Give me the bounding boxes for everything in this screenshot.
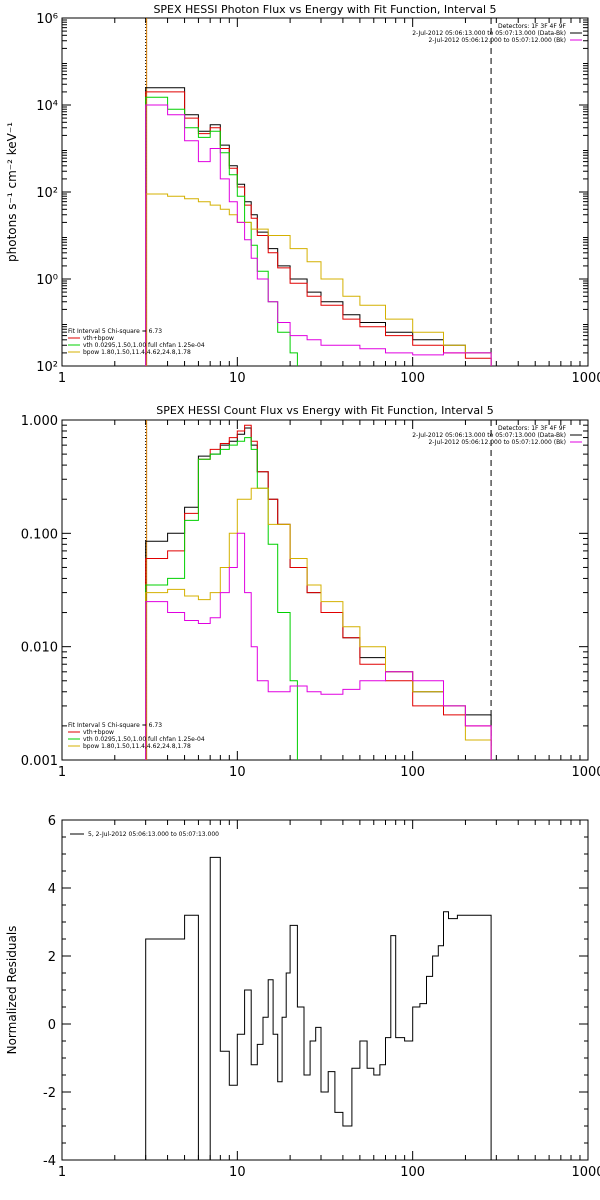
legend-text-right: 2-Jul-2012 05:06:13.000 to 05:07:13.000 … — [412, 432, 566, 439]
x-tick-label: 10 — [229, 1165, 246, 1180]
legend-text-right: 2-Jul-2012 05:06:12.000 to 05:07:12.000 … — [428, 37, 566, 44]
y-tick-label: 1.000 — [21, 414, 58, 429]
legend-text-left: vth+bpow — [83, 335, 114, 342]
y-tick-label: -2 — [43, 1086, 56, 1101]
legend-text-left: Fit Interval 5 Chi-square = 6.73 — [68, 722, 162, 729]
x-tick-label: 100 — [400, 1165, 425, 1180]
y-tick-label: 0.100 — [21, 527, 58, 542]
x-tick-label: 100 — [400, 371, 425, 386]
y-axis-label: Normalized Residuals — [5, 926, 19, 1055]
legend-text-right: Detectors: 1F 3F 4F 9F — [498, 425, 567, 432]
series-line-vth — [145, 437, 298, 760]
y-tick-label: 10⁴ — [36, 99, 58, 114]
legend-text-left: Fit Interval 5 Chi-square = 6.73 — [68, 328, 162, 335]
y-tick-label: 4 — [48, 882, 56, 897]
panel-1: SPEX HESSI Photon Flux vs Energy with Fi… — [5, 3, 600, 386]
legend-text-left: bpow 1.80,1.50,11.4,4.62,24.8,1.78 — [83, 349, 191, 356]
y-tick-label: -4 — [43, 1154, 56, 1169]
series-line-bk — [145, 532, 492, 760]
y-axis-label: photons s⁻¹ cm⁻² keV⁻¹ — [5, 122, 19, 262]
legend-text-right: 2-Jul-2012 05:06:13.000 to 05:07:13.000 … — [412, 30, 566, 37]
legend-text-right: 2-Jul-2012 05:06:12.000 to 05:07:12.000 … — [428, 439, 566, 446]
x-tick-label: 10 — [229, 765, 246, 780]
x-tick-label: 100 — [400, 765, 425, 780]
y-tick-label: 0.001 — [21, 754, 58, 769]
x-tick-label: 1 — [58, 371, 66, 386]
legend-text-left: vth 0.0295,1.50,1.00 full chfan 1.25e-04 — [83, 736, 205, 743]
series-line-bk — [145, 104, 492, 366]
x-tick-label: 1 — [58, 765, 66, 780]
series-line-residuals — [145, 856, 492, 1160]
y-tick-label: 2 — [48, 950, 56, 965]
legend-text-left: vth 0.0295,1.50,1.00 full chfan 1.25e-04 — [83, 342, 205, 349]
y-tick-label: 6 — [48, 814, 56, 829]
y-tick-label: 10² — [36, 360, 58, 375]
series-line-bpow — [145, 193, 492, 366]
y-tick-label: 0.010 — [21, 641, 58, 656]
y-tick-label: 0 — [48, 1018, 56, 1033]
y-tick-label: 10² — [36, 186, 58, 201]
legend-text-left: 5, 2-Jul-2012 05:06:13.000 to 05:07:13.0… — [88, 831, 219, 838]
panel-title: SPEX HESSI Photon Flux vs Energy with Fi… — [153, 3, 496, 16]
plot-frame — [61, 419, 589, 761]
legend-text-right: Detectors: 1F 3F 4F 9F — [498, 23, 567, 30]
x-tick-label: 1 — [58, 1165, 66, 1180]
series-line-bpow — [145, 487, 492, 760]
series-line-vth-bpow — [145, 91, 492, 366]
legend-text-left: vth+bpow — [83, 729, 114, 736]
panel-title: SPEX HESSI Count Flux vs Energy with Fit… — [156, 404, 493, 417]
legend-text-left: bpow 1.80,1.50,11.4,4.62,24.8,1.78 — [83, 743, 191, 750]
y-tick-label: 10⁰ — [36, 273, 58, 288]
x-tick-label: 10 — [229, 371, 246, 386]
y-tick-label: 10⁶ — [36, 12, 58, 27]
panel-2: SPEX HESSI Count Flux vs Energy with Fit… — [21, 404, 600, 780]
